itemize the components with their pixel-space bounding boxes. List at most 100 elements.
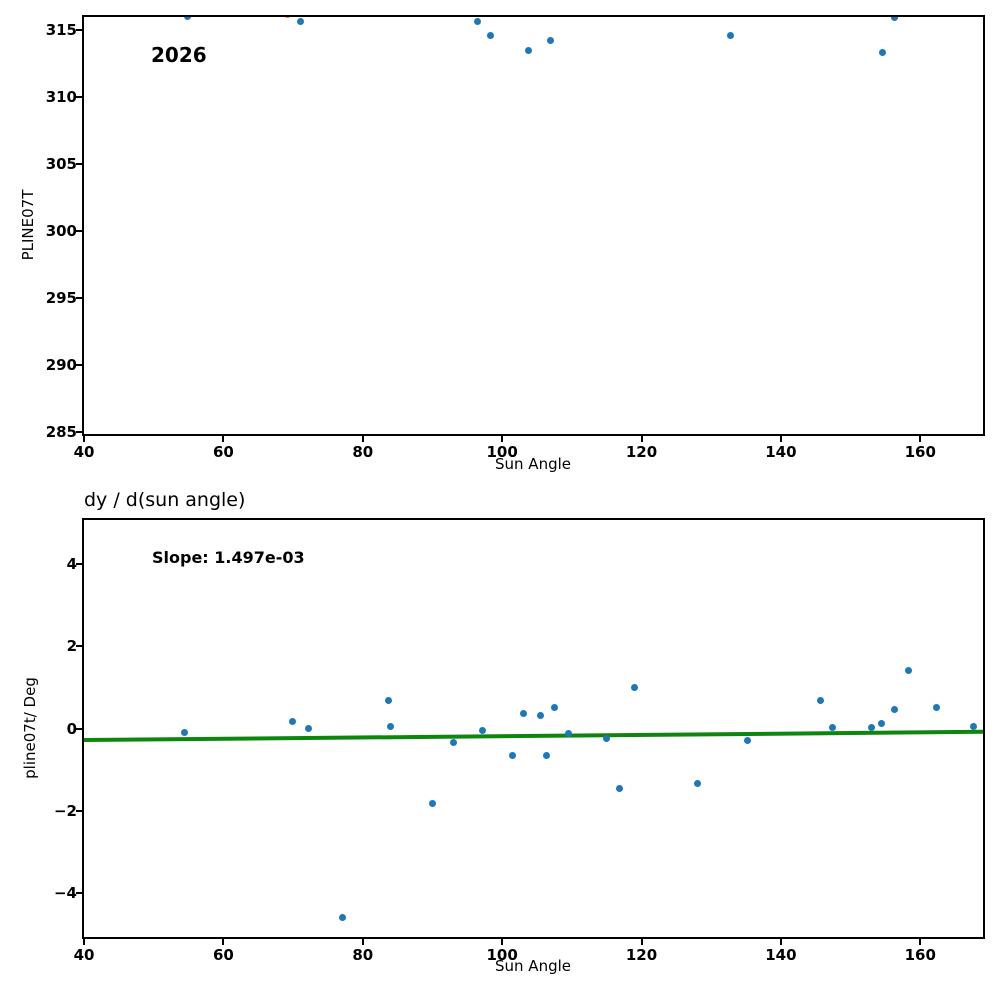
- data-point: [817, 696, 825, 704]
- x-tick: [222, 939, 225, 945]
- x-tick: [640, 939, 643, 945]
- bottom-x-axis-label: Sun Angle: [495, 957, 571, 975]
- y-tick-label: 0: [66, 719, 77, 738]
- x-tick: [361, 939, 364, 945]
- x-tick-label: 80: [352, 443, 374, 461]
- trend-line-layer: [84, 729, 983, 743]
- x-tick-label: 60: [212, 443, 234, 461]
- year-annotation: 2026: [151, 43, 207, 67]
- y-tick-label: 310: [45, 87, 77, 106]
- data-point: [603, 734, 611, 742]
- data-point: [829, 723, 837, 731]
- data-point: [184, 17, 192, 21]
- top-x-axis-label: Sun Angle: [495, 455, 571, 473]
- data-point: [868, 723, 876, 731]
- data-point: [890, 17, 898, 21]
- data-point: [904, 667, 912, 675]
- bottom-plot-canvas: [84, 520, 983, 937]
- data-point: [296, 17, 304, 25]
- y-tick: [76, 363, 82, 366]
- data-point: [891, 705, 899, 713]
- y-tick-label: 305: [45, 154, 77, 173]
- y-tick: [76, 95, 82, 98]
- data-point: [304, 724, 312, 732]
- data-point: [565, 729, 573, 737]
- y-tick-label: −4: [53, 884, 77, 903]
- data-point: [338, 913, 346, 921]
- x-tick: [640, 436, 643, 442]
- x-tick: [83, 436, 85, 442]
- data-point: [449, 739, 457, 747]
- bottom-plot-title: dy / d(sun angle): [84, 489, 246, 511]
- bottom-plot-area: [82, 518, 985, 939]
- x-tick: [83, 939, 85, 945]
- data-point: [288, 717, 296, 725]
- x-tick: [919, 939, 922, 945]
- y-tick: [76, 162, 82, 165]
- y-tick: [76, 28, 82, 31]
- x-tick-label: 160: [904, 443, 936, 461]
- data-point: [543, 751, 551, 759]
- y-tick: [76, 809, 82, 812]
- data-point: [546, 36, 554, 44]
- x-tick-label: 100: [486, 443, 518, 461]
- y-tick-label: 295: [45, 288, 77, 307]
- top-plot-canvas: [84, 17, 983, 434]
- data-point: [550, 703, 558, 711]
- top-plot-area: [82, 15, 985, 436]
- y-tick-label: 315: [45, 20, 77, 39]
- data-point: [180, 728, 188, 736]
- data-point: [933, 703, 941, 711]
- x-tick-label: 80: [352, 946, 374, 964]
- y-tick-label: 290: [45, 355, 77, 374]
- x-tick: [779, 436, 782, 442]
- data-point: [519, 709, 527, 717]
- data-point: [478, 727, 486, 735]
- y-tick-label: −2: [53, 801, 77, 820]
- slope-annotation: Slope: 1.497e-03: [152, 548, 305, 567]
- data-point: [878, 719, 886, 727]
- x-tick-label: 140: [765, 443, 797, 461]
- x-tick: [501, 436, 504, 442]
- x-tick-label: 40: [73, 443, 95, 461]
- data-point: [429, 799, 437, 807]
- data-point: [537, 712, 545, 720]
- data-point: [473, 18, 481, 26]
- x-tick: [222, 436, 225, 442]
- y-tick: [76, 229, 82, 232]
- x-tick-label: 140: [765, 946, 797, 964]
- data-point: [283, 17, 291, 19]
- x-tick-label: 40: [73, 946, 95, 964]
- x-tick: [779, 939, 782, 945]
- data-point: [615, 784, 623, 792]
- data-point: [744, 737, 752, 745]
- y-tick-label: 285: [45, 422, 77, 441]
- x-tick-label: 60: [212, 946, 234, 964]
- x-tick-label: 120: [625, 443, 658, 461]
- data-point: [727, 31, 735, 39]
- data-point: [879, 49, 887, 57]
- data-point: [694, 779, 702, 787]
- y-tick: [76, 645, 82, 648]
- data-point: [385, 697, 393, 705]
- data-point: [387, 723, 395, 731]
- x-tick: [501, 939, 504, 945]
- y-tick: [76, 296, 82, 299]
- data-point: [631, 684, 639, 692]
- y-tick: [76, 430, 82, 433]
- y-tick: [76, 727, 82, 730]
- y-tick-label: 300: [45, 221, 77, 240]
- y-tick-label: 4: [66, 554, 77, 573]
- y-tick: [76, 892, 82, 895]
- trend-line: [84, 729, 983, 743]
- data-point: [969, 723, 977, 731]
- y-tick: [76, 562, 82, 565]
- x-tick: [361, 436, 364, 442]
- x-tick-label: 120: [625, 946, 658, 964]
- data-point: [487, 31, 495, 39]
- x-tick: [919, 436, 922, 442]
- data-point: [508, 751, 516, 759]
- y-tick-label: 2: [66, 637, 77, 656]
- x-tick-label: 160: [904, 946, 936, 964]
